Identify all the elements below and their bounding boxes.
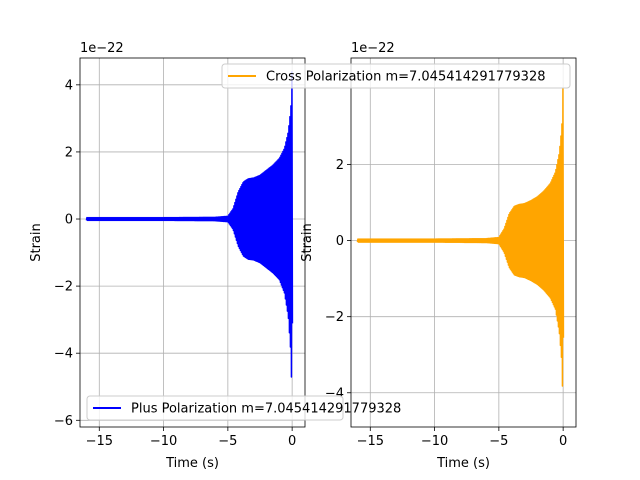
right-legend-box — [221, 63, 571, 89]
x-tick-label: −10 — [150, 434, 177, 449]
y-tick-label: 4 — [65, 78, 73, 93]
x-tick-label: −5 — [218, 434, 237, 449]
y-tick-label: 2 — [65, 145, 73, 160]
x-tick-label: 0 — [288, 434, 296, 449]
series-line — [85, 71, 294, 378]
left-x-axis-label: Time (s) — [165, 456, 219, 471]
left-legend-label: Plus Polarization m=7.045414291779328 — [131, 402, 401, 417]
y-tick-label: −6 — [54, 414, 73, 429]
x-tick-label: 0 — [559, 434, 567, 449]
x-tick-label: −15 — [86, 434, 113, 449]
y-tick-label: 0 — [65, 213, 73, 228]
series-0 — [85, 71, 294, 378]
right-scale-label: 1e−22 — [351, 41, 395, 56]
y-tick-label: −4 — [54, 347, 73, 362]
right-legend: Cross Polarization m=7.045414291779328 — [221, 63, 571, 89]
x-tick-label: −5 — [489, 434, 508, 449]
left-axes-frame — [79, 57, 306, 428]
y-tick-label: 2 — [336, 158, 344, 173]
left-y-axis-label: Strain — [29, 223, 44, 262]
series-0 — [356, 87, 565, 387]
left-plot-area — [85, 71, 294, 378]
left-ticks: −15 −10 −5 0 −6 −4 −2 0 2 4 — [54, 78, 296, 449]
x-tick-label: −10 — [421, 434, 448, 449]
series-line — [356, 87, 565, 387]
y-tick-label: −2 — [325, 310, 344, 325]
right-axes-frame — [350, 57, 577, 428]
right-x-axis-label: Time (s) — [436, 456, 490, 471]
right-ticks: −15 −10 −5 0−4−202 — [325, 158, 567, 449]
left-subplot: −15 −10 −5 0 −6 −4 −2 0 2 4 1e−22 Time (s) Strain — [29, 41, 306, 471]
y-tick-label: 0 — [336, 234, 344, 249]
x-tick-label: −15 — [357, 434, 384, 449]
left-scale-label: 1e−22 — [80, 41, 124, 56]
right-subplot: −15 −10 −5 0−4−202 1e−22 Time (s) Strain — [300, 41, 577, 471]
left-legend-box — [86, 395, 344, 421]
right-y-axis-label: Strain — [300, 223, 315, 262]
left-legend: Plus Polarization m=7.045414291779328 — [86, 395, 401, 421]
right-legend-label: Cross Polarization m=7.045414291779328 — [266, 70, 545, 85]
y-tick-label: −2 — [54, 280, 73, 295]
right-plot-area — [356, 87, 565, 387]
